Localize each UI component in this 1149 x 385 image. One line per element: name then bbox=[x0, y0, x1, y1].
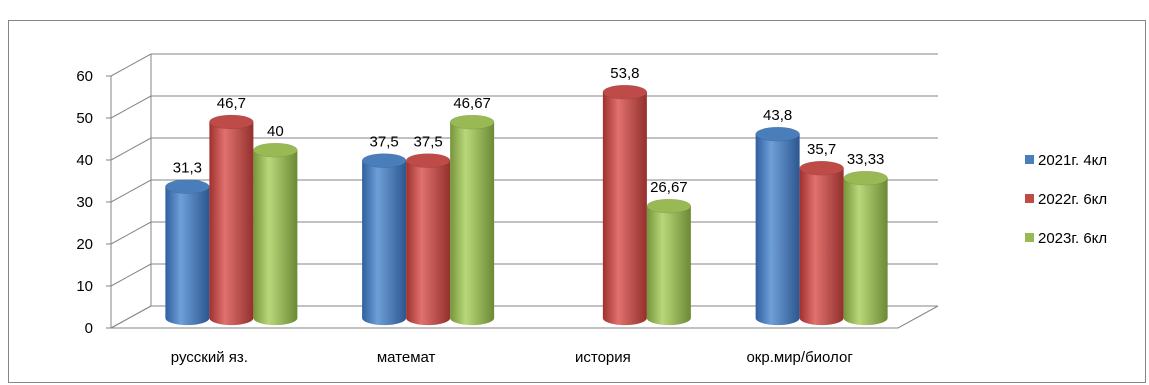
plot-area: 0 10 20 30 40 50 60 31,3 46,7 40 русский яз. 37,5 37… bbox=[76, 53, 939, 366]
bar-3-1 bbox=[799, 160, 844, 326]
bar-2-2 bbox=[646, 198, 692, 326]
bar-top bbox=[646, 198, 692, 214]
bar-top bbox=[209, 114, 254, 130]
x-tick-label: математ bbox=[377, 349, 436, 366]
data-label: 26,67 bbox=[650, 179, 688, 196]
data-label: 31,3 bbox=[173, 160, 202, 177]
bar bbox=[755, 134, 800, 326]
gridline-side bbox=[110, 53, 152, 77]
bar-top bbox=[843, 170, 888, 186]
gridline-side bbox=[110, 179, 152, 203]
gridline-side bbox=[110, 263, 152, 287]
gridline-side bbox=[110, 137, 152, 161]
legend-label-2: 2023г. 6кл bbox=[1038, 230, 1107, 247]
bar bbox=[209, 121, 254, 326]
bar-top bbox=[449, 114, 495, 130]
bar-top bbox=[602, 84, 648, 100]
bar-0-0 bbox=[165, 179, 210, 326]
bar-top bbox=[361, 153, 407, 168]
data-label: 37,5 bbox=[414, 134, 443, 151]
bar bbox=[165, 186, 210, 326]
legend-swatch-2 bbox=[1025, 233, 1034, 242]
bar-3-0 bbox=[755, 126, 800, 326]
bar bbox=[253, 150, 298, 326]
gridline-side bbox=[110, 221, 152, 245]
data-label: 43,8 bbox=[763, 107, 792, 124]
bar-1-1 bbox=[405, 153, 451, 326]
bar bbox=[406, 160, 451, 326]
y-tick-label: 60 bbox=[76, 68, 93, 85]
data-label: 40 bbox=[267, 123, 284, 140]
bar bbox=[799, 168, 844, 326]
legend-label-1: 2022г. 6кл bbox=[1038, 191, 1107, 208]
legend-swatch-0 bbox=[1025, 155, 1034, 164]
bar-0-2 bbox=[253, 142, 298, 326]
bar-0-1 bbox=[209, 114, 254, 326]
data-label: 46,7 bbox=[217, 95, 246, 112]
y-tick-label: 0 bbox=[85, 320, 93, 337]
bar-3-2 bbox=[843, 170, 888, 326]
legend: 2021г. 4кл 2022г. 6кл 2023г. 6кл bbox=[1025, 152, 1107, 247]
gridline-side bbox=[110, 305, 152, 329]
bar-top bbox=[165, 179, 210, 194]
y-tick-label: 30 bbox=[76, 194, 93, 211]
bar-1-0 bbox=[361, 153, 407, 326]
y-tick-label: 10 bbox=[76, 278, 93, 295]
bar-top bbox=[799, 160, 844, 176]
x-tick-label: история bbox=[575, 349, 631, 366]
data-label: 53,8 bbox=[610, 65, 639, 82]
y-tick-label: 50 bbox=[76, 110, 93, 127]
data-label: 46,67 bbox=[453, 95, 491, 112]
legend-label-0: 2021г. 4кл bbox=[1038, 152, 1107, 169]
bar-1-2 bbox=[449, 114, 495, 326]
bar bbox=[843, 178, 888, 326]
x-tick-label: окр.мир/биолог bbox=[746, 349, 853, 366]
bar bbox=[646, 206, 691, 326]
bar bbox=[450, 122, 495, 326]
bar-top bbox=[405, 153, 451, 168]
data-label: 37,5 bbox=[370, 134, 399, 151]
bar-2-1 bbox=[602, 84, 648, 326]
data-label: 35,7 bbox=[807, 141, 836, 158]
bar-top bbox=[253, 142, 298, 158]
bar bbox=[602, 92, 647, 326]
bar bbox=[362, 160, 407, 326]
legend-swatch-1 bbox=[1025, 194, 1034, 203]
y-tick-label: 40 bbox=[76, 152, 93, 169]
chart-frame bbox=[8, 20, 1146, 383]
bar-top bbox=[755, 126, 800, 142]
x-tick-label: русский яз. bbox=[171, 349, 248, 366]
gridline-side bbox=[110, 95, 152, 119]
data-label: 33,33 bbox=[847, 151, 885, 168]
y-tick-label: 20 bbox=[76, 236, 93, 253]
